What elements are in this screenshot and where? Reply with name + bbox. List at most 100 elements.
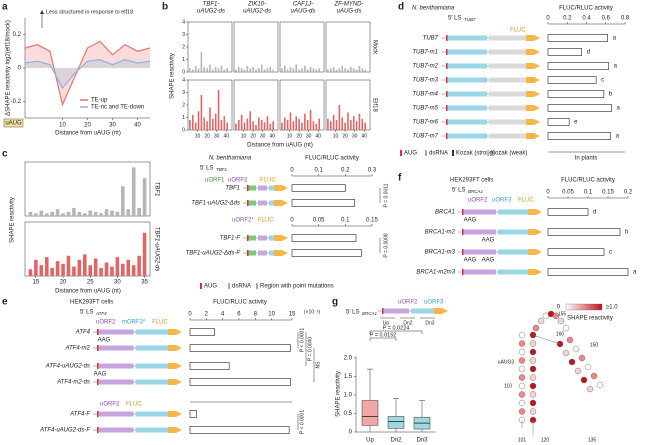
nucleotide	[586, 385, 594, 393]
construct-label: BRCA1-m2	[425, 230, 456, 236]
bar	[243, 69, 246, 72]
orf-box	[489, 77, 530, 83]
tick-label: 40	[269, 133, 275, 139]
orf-box	[462, 209, 496, 215]
orf-label: FLUC	[510, 28, 526, 34]
orf-label: uORF2	[100, 402, 120, 408]
uaug-box	[3, 118, 24, 128]
group-letter: a	[616, 134, 620, 140]
arrowhead	[40, 10, 44, 14]
tick-label: 30	[306, 133, 312, 139]
orf-box	[498, 229, 532, 235]
aug-mark	[97, 363, 99, 369]
orf-label: uORF2	[468, 198, 488, 204]
region-label: Up	[366, 438, 374, 444]
group-letter: c	[601, 78, 604, 84]
group-letter: b	[625, 230, 629, 236]
ls: 5′ LS	[80, 310, 93, 316]
bar	[93, 211, 98, 216]
bar	[226, 68, 228, 72]
bar	[194, 65, 197, 72]
tick-label: 0	[290, 218, 294, 224]
nucleotide	[562, 324, 570, 332]
orf-box	[446, 133, 487, 139]
bar	[223, 116, 226, 130]
bar	[189, 328, 215, 336]
tick-label: 10	[195, 133, 201, 139]
panel-label: d	[398, 2, 404, 13]
tick-label: 30	[214, 133, 220, 139]
tick-label: 20	[342, 133, 348, 139]
bar	[258, 117, 260, 130]
bar	[235, 69, 237, 72]
bar	[309, 67, 312, 72]
legend-swatch	[228, 283, 230, 289]
nucleotide	[518, 348, 526, 356]
orf-label: uORF2	[228, 178, 248, 184]
bar	[220, 120, 223, 130]
structure-label: 120	[541, 437, 550, 443]
tick-label: 0	[290, 168, 294, 174]
aug-mark	[446, 133, 448, 139]
orf-box	[498, 209, 532, 215]
bar	[312, 121, 315, 130]
orf-box	[97, 363, 134, 369]
host: HEK293FT cells	[450, 178, 493, 184]
bar	[266, 116, 269, 130]
tick-label: 4	[182, 19, 185, 25]
bar	[361, 118, 364, 130]
bar	[298, 118, 300, 130]
tick-label: 20	[250, 133, 256, 139]
bar	[28, 211, 33, 216]
bar	[189, 344, 291, 352]
tick-label: 40	[361, 133, 367, 139]
aug-mark	[97, 345, 99, 351]
tick-label: 10	[268, 312, 275, 318]
bar	[291, 249, 362, 257]
bar	[131, 167, 136, 216]
ls-sub: BRCA1	[362, 311, 378, 316]
construct-label: TBF1-uAUG2-Δds	[191, 201, 240, 207]
bar	[137, 255, 141, 276]
fluc-arrow	[526, 35, 540, 41]
nucleotide	[562, 349, 570, 357]
tick-label: 0.1	[314, 168, 323, 174]
orf-label: uORF1	[205, 178, 225, 184]
bar	[289, 112, 292, 130]
bar	[217, 90, 220, 130]
legend-label: dsRNA	[429, 151, 448, 157]
bar	[39, 265, 44, 276]
construct-label: TUB7-m7	[412, 134, 438, 140]
bar	[212, 118, 214, 130]
fluc-arrow	[168, 379, 182, 385]
bar	[203, 67, 206, 72]
tick-label: 40	[134, 123, 141, 129]
orf-label: uORF2	[96, 320, 116, 326]
nucleotide	[529, 357, 537, 364]
group-letter: a	[614, 64, 618, 70]
subplot-frame	[24, 161, 151, 217]
tick-label: 35	[141, 280, 148, 286]
bar	[272, 121, 274, 130]
aug-mark	[462, 209, 464, 215]
fluc-arrow	[434, 308, 448, 314]
fluc-arrow	[168, 363, 182, 369]
aug-mark	[97, 379, 99, 385]
nucleotide	[529, 399, 537, 407]
bar	[269, 67, 272, 72]
aug-mark	[446, 77, 448, 83]
bar	[547, 76, 597, 84]
tick-label: 20	[60, 280, 67, 286]
ls: 5′ LS	[452, 188, 465, 194]
bar	[93, 258, 98, 276]
panel-label: b	[162, 2, 168, 13]
bar	[292, 68, 295, 72]
nucleotide	[580, 376, 588, 384]
tick-label: 25	[87, 280, 94, 286]
bar	[547, 62, 609, 70]
bar	[318, 68, 320, 72]
orf-box	[489, 35, 530, 41]
nucleotide	[537, 317, 545, 325]
bar	[286, 69, 289, 72]
bar	[327, 69, 329, 72]
